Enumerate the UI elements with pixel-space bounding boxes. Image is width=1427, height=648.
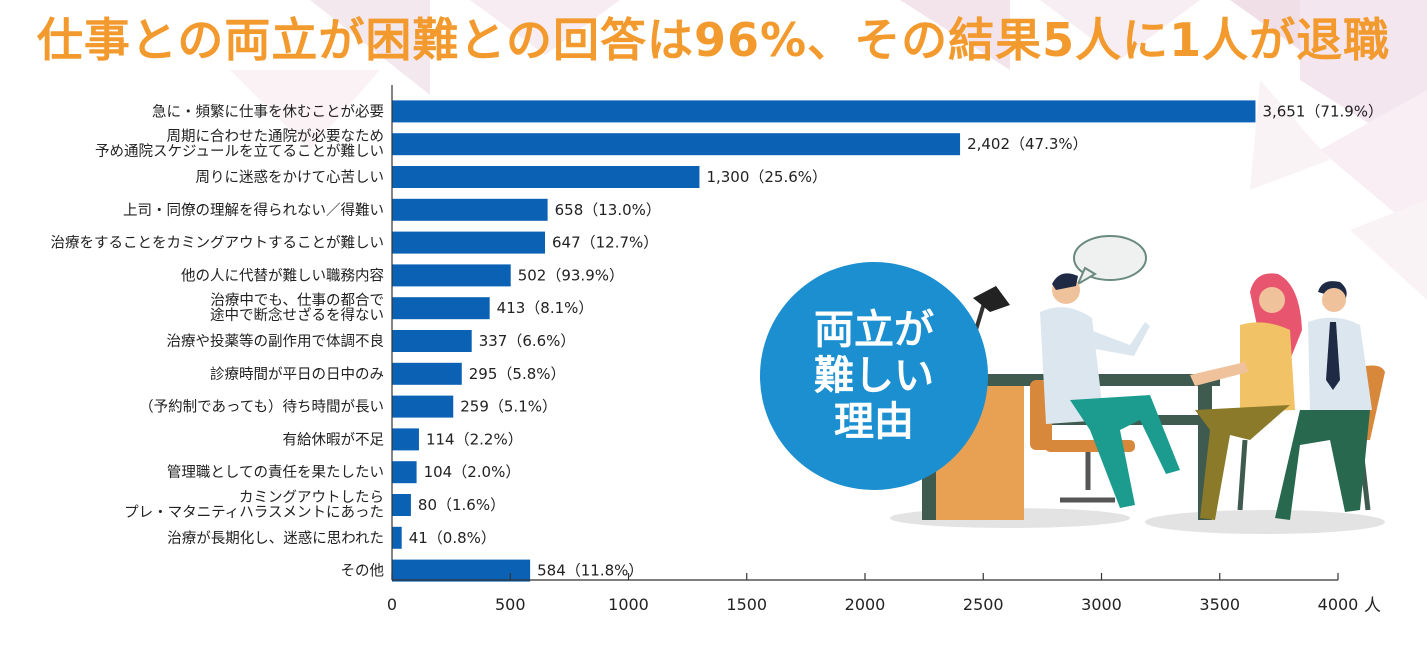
category-label: カミングアウトしたらプレ・マタニティハラスメントにあった [124, 489, 384, 521]
value-label: 2,402（47.3%） [967, 135, 1088, 153]
badge-line-3: 理由 [834, 399, 914, 445]
bar [392, 330, 472, 352]
value-label: 114（2.2%） [426, 430, 523, 448]
category-label: 管理職としての責任を果たしたい [167, 464, 384, 481]
value-label: 647（12.7%） [552, 234, 658, 252]
category-label: 治療をすることをカミングアウトすることが難しい [51, 235, 385, 252]
x-tick-label: 2000 [845, 595, 886, 614]
category-label: 治療が長期化し、迷惑に思われた [167, 530, 384, 547]
bar [392, 494, 411, 516]
value-label: 1,300（25.6%） [706, 168, 827, 186]
category-label: 周りに迷惑をかけて心苦しい [196, 169, 385, 186]
value-label: 337（6.6%） [479, 332, 576, 350]
value-label: 658（13.0%） [555, 201, 661, 219]
bar [392, 264, 511, 287]
bar [392, 428, 419, 451]
x-tick-label: 2500 [963, 595, 1004, 614]
value-label: 104（2.0%） [424, 463, 521, 481]
x-tick-label: 1500 [726, 595, 767, 614]
category-label: 診療時間が平日の日中のみ [210, 366, 384, 383]
bar [392, 231, 546, 254]
x-tick-label: 1000 [608, 595, 649, 614]
category-label: 治療や投薬等の副作用で体調不良 [167, 332, 385, 350]
x-unit-label: 人 [1364, 596, 1381, 616]
badge-line-1: 両立が [814, 307, 934, 353]
x-tick-label: 0 [387, 595, 397, 614]
category-label: 有給休暇が不足 [283, 431, 385, 448]
bar [392, 526, 402, 549]
bar [392, 461, 417, 484]
badge-line-2: 難しい [814, 353, 934, 399]
category-label: 周期に合わせた通院が必要なため予め通院スケジュールを立てることが難しい [95, 128, 384, 160]
category-label: その他 [341, 563, 385, 580]
x-tick-label: 3000 [1081, 595, 1122, 614]
value-label: 413（8.1%） [497, 299, 594, 317]
x-tick-label: 3500 [1199, 595, 1240, 614]
reason-badge: 両立が 難しい 理由 [760, 262, 988, 490]
bar [392, 559, 531, 582]
category-label: 上司・同僚の理解を得られない／得難い [123, 202, 384, 219]
value-label: 80（1.6%） [418, 496, 505, 514]
category-label: 他の人に代替が難しい職務内容 [181, 267, 384, 284]
x-tick-label: 4000 [1318, 595, 1359, 614]
x-tick-label: 500 [495, 595, 526, 614]
bar [392, 297, 490, 320]
bar [392, 362, 462, 385]
bar [392, 166, 700, 188]
value-label: 502（93.9%） [518, 266, 624, 284]
category-label: 治療中でも、仕事の都合で途中で断念せざるを得ない [210, 292, 384, 324]
category-label: 急に・頻繁に仕事を休むことが必要 [152, 103, 384, 120]
value-label: 584（11.8%） [537, 562, 643, 580]
value-label: 295（5.8%） [469, 365, 566, 383]
bar [392, 395, 454, 418]
page-title: 仕事との両立が困難との回答は96%、その結果5人に1人が退職 [36, 13, 1391, 67]
bar [392, 100, 1256, 123]
bar [392, 133, 961, 156]
bar [392, 198, 548, 221]
value-label: 41（0.8%） [409, 529, 496, 547]
category-label: （予約制であっても）待ち時間が長い [139, 399, 384, 416]
value-label: 3,651（71.9%） [1262, 102, 1383, 120]
value-label: 259（5.1%） [460, 398, 557, 416]
